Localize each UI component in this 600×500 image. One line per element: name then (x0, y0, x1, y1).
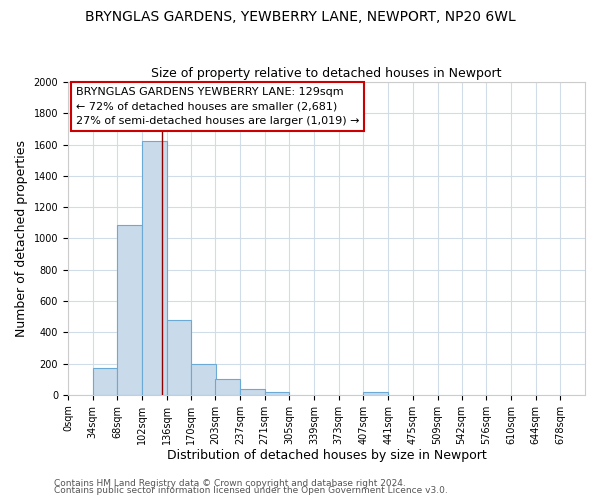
Text: Contains HM Land Registry data © Crown copyright and database right 2024.: Contains HM Land Registry data © Crown c… (54, 478, 406, 488)
Bar (142, 140, 167, 395)
Bar (265, 392, 289, 395)
Bar (364, 392, 388, 395)
X-axis label: Distribution of detached houses by size in Newport: Distribution of detached houses by size … (167, 450, 487, 462)
Bar (167, 320, 191, 395)
Y-axis label: Number of detached properties: Number of detached properties (15, 140, 28, 337)
Text: BRYNGLAS GARDENS, YEWBERRY LANE, NEWPORT, NP20 6WL: BRYNGLAS GARDENS, YEWBERRY LANE, NEWPORT… (85, 10, 515, 24)
Text: BRYNGLAS GARDENS YEWBERRY LANE: 129sqm
← 72% of detached houses are smaller (2,6: BRYNGLAS GARDENS YEWBERRY LANE: 129sqm ←… (76, 86, 359, 126)
Bar (215, 379, 240, 395)
Bar (92, 368, 117, 395)
Title: Size of property relative to detached houses in Newport: Size of property relative to detached ho… (151, 66, 502, 80)
Text: Contains public sector information licensed under the Open Government Licence v3: Contains public sector information licen… (54, 486, 448, 495)
Bar (191, 364, 216, 395)
Bar (117, 225, 142, 395)
Bar (240, 388, 265, 395)
